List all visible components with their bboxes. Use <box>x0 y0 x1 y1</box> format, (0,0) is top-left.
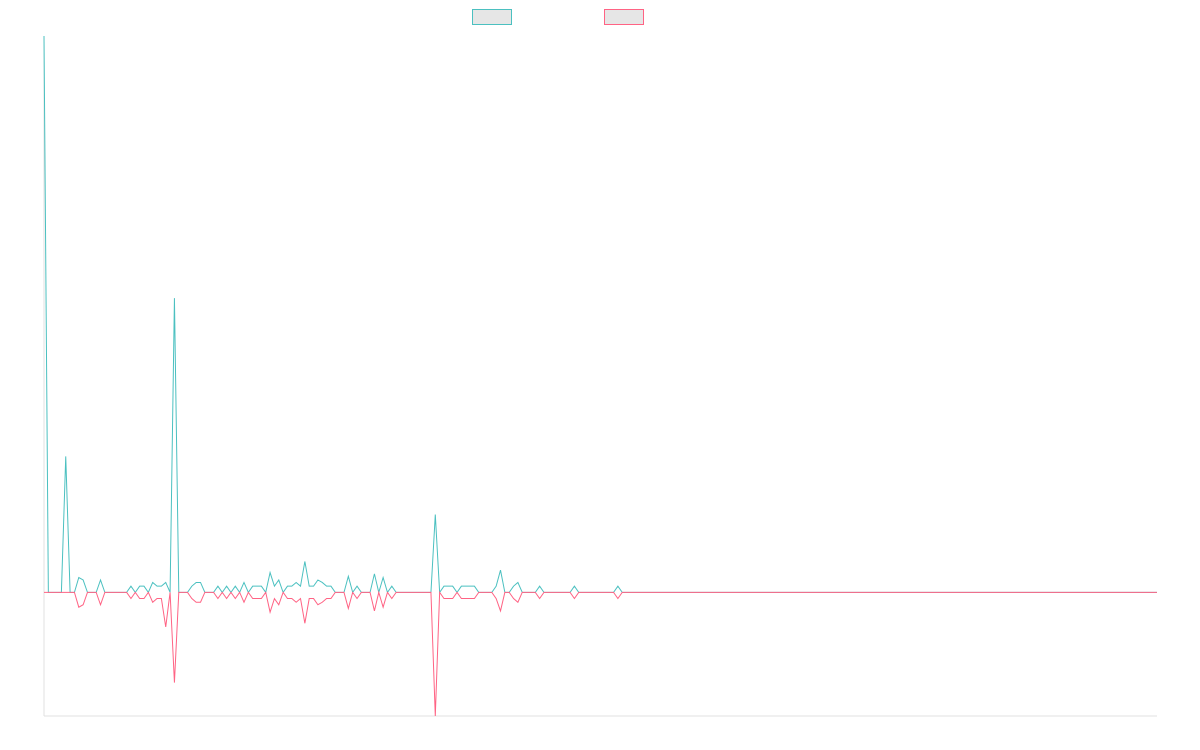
legend-swatch-series-2[interactable] <box>604 9 644 25</box>
series-line-2[interactable] <box>44 590 1157 717</box>
legend-swatch-series-1[interactable] <box>472 9 512 25</box>
series-line-1[interactable] <box>43 35 1157 595</box>
